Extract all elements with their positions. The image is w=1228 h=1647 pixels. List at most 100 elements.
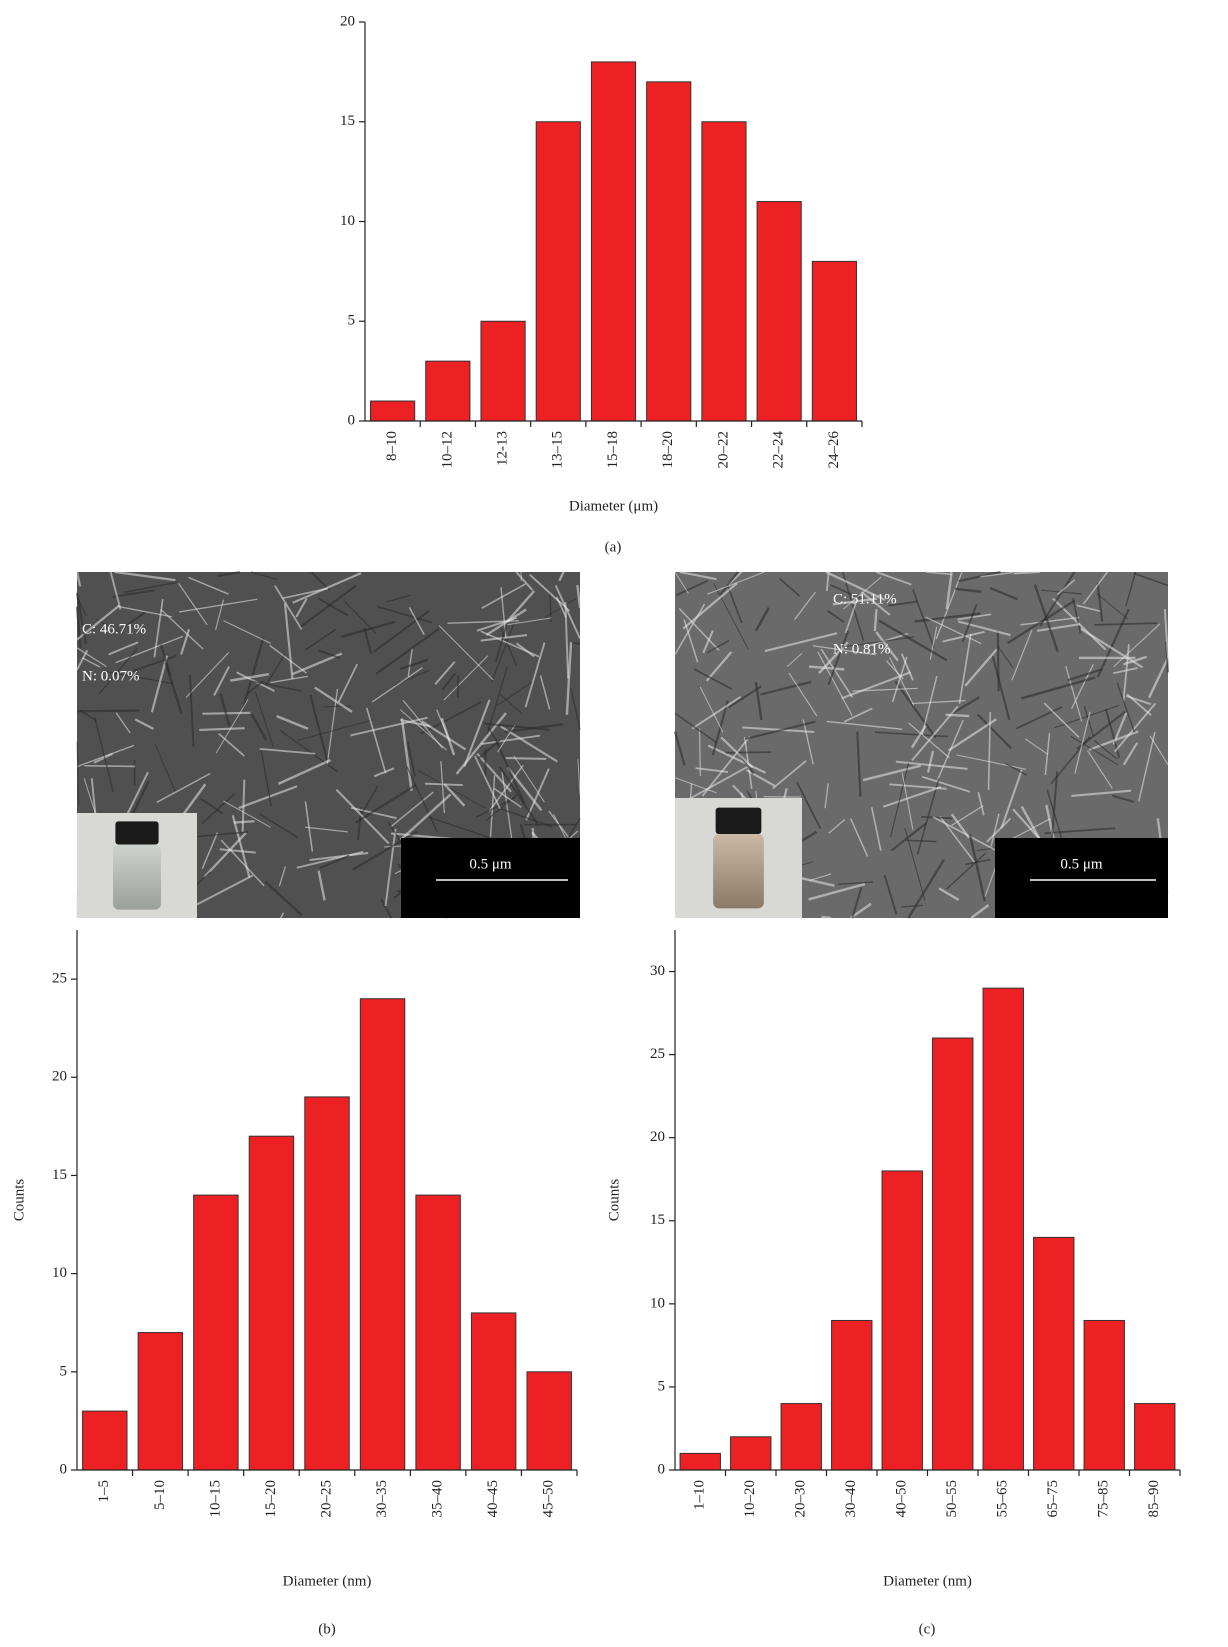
x-tick-label: 15–20 [263, 1480, 279, 1518]
x-tick-label: 30–35 [374, 1480, 390, 1518]
bar [591, 62, 635, 421]
y-tick-label: 10 [340, 213, 355, 229]
composition-label: C: 51.11% [833, 591, 897, 607]
x-tick-label: 45–50 [541, 1480, 557, 1518]
scale-label: 0.5 μm [1060, 856, 1103, 872]
x-tick-label: 8–10 [384, 431, 400, 461]
bar [305, 1097, 349, 1470]
x-tick-label: 18–20 [660, 431, 676, 469]
bar [1034, 1237, 1074, 1470]
x-tick-label: 75–85 [1096, 1480, 1112, 1518]
composition-label: C: 46.71% [82, 621, 146, 637]
fiber [726, 752, 772, 753]
y-tick-label: 5 [658, 1378, 666, 1394]
x-tick-label: 50–55 [944, 1480, 960, 1518]
scale-box [401, 838, 580, 918]
x-tick-label: 15–18 [605, 431, 621, 469]
fiber [84, 766, 135, 767]
panel-caption: (a) [605, 539, 622, 555]
x-tick-label: 12-13 [494, 431, 510, 466]
fiber [764, 797, 801, 798]
bar [983, 988, 1023, 1470]
bar [83, 1411, 127, 1470]
x-tick-label: 24–26 [826, 431, 842, 469]
x-tick-label: 85–90 [1146, 1480, 1162, 1518]
bar [416, 1195, 460, 1470]
scale-label: 0.5 μm [469, 856, 512, 872]
y-tick-label: 30 [650, 963, 665, 979]
x-tick-label: 20–22 [715, 431, 731, 469]
vial-cap [115, 821, 158, 844]
bar [647, 82, 691, 421]
fiber [1014, 572, 1040, 573]
x-tick-label: 13–15 [550, 431, 566, 469]
x-tick-label: 55–65 [995, 1480, 1011, 1518]
y-tick-label: 10 [650, 1295, 665, 1311]
vial-body [113, 845, 161, 910]
bar [481, 321, 525, 421]
x-axis-label: Diameter (nm) [283, 1573, 372, 1589]
bar [933, 1038, 973, 1470]
x-tick-label: 10–12 [439, 431, 455, 469]
vial-body [713, 834, 764, 908]
bar [371, 401, 415, 421]
scale-box [995, 838, 1168, 918]
x-tick-label: 20–25 [318, 1480, 334, 1518]
composition-label: N: 0.07% [82, 668, 140, 684]
x-tick-label: 30–40 [843, 1480, 859, 1518]
y-tick-label: 15 [52, 1167, 67, 1183]
composition-label: N: 0.81% [833, 641, 891, 657]
y-axis-label: Counts [11, 1179, 27, 1222]
y-tick-label: 15 [340, 113, 355, 129]
bar [194, 1195, 238, 1470]
bar [1135, 1404, 1175, 1470]
x-tick-label: 65–75 [1045, 1480, 1061, 1518]
y-axis-label: Counts [606, 1179, 622, 1222]
bar [527, 1372, 571, 1470]
micrograph: 0.5 μm C: 46.71% N: 0.07% [77, 572, 580, 918]
x-tick-label: 40–50 [894, 1480, 910, 1518]
y-tick-label: 0 [658, 1461, 666, 1477]
bar [1084, 1320, 1124, 1470]
figure: 0.5 μm C: 46.71% N: 0.07% 0.5 μm C: 51.11% N… [0, 0, 1228, 1647]
bar [757, 202, 801, 421]
x-tick-label: 5–10 [152, 1480, 168, 1510]
panel-caption: (c) [919, 1621, 936, 1637]
y-tick-label: 20 [650, 1129, 665, 1145]
y-tick-label: 5 [348, 313, 356, 329]
fiber [506, 758, 547, 759]
x-tick-label: 1–10 [692, 1480, 708, 1510]
bar [731, 1437, 771, 1470]
fiber [77, 711, 140, 712]
x-axis-label: Diameter (μm) [569, 498, 658, 514]
bar [249, 1136, 293, 1470]
y-tick-label: 0 [60, 1461, 68, 1477]
x-tick-label: 35–40 [430, 1480, 446, 1518]
y-tick-label: 15 [650, 1212, 665, 1228]
bar [781, 1404, 821, 1470]
bar [832, 1320, 872, 1470]
fiber [234, 821, 255, 822]
panel-caption: (b) [318, 1621, 336, 1637]
x-axis-label: Diameter (nm) [883, 1573, 972, 1589]
y-tick-label: 25 [52, 971, 67, 987]
y-tick-label: 20 [340, 13, 355, 29]
x-tick-label: 1–5 [96, 1480, 112, 1503]
bar [536, 122, 580, 421]
micrograph: 0.5 μm C: 51.11% N: 0.81% [675, 572, 1168, 918]
y-tick-label: 10 [52, 1265, 67, 1281]
y-tick-label: 25 [650, 1046, 665, 1062]
vial-cap [716, 808, 762, 834]
y-tick-label: 5 [60, 1363, 68, 1379]
x-tick-label: 40–45 [485, 1480, 501, 1518]
bar [471, 1313, 515, 1470]
y-tick-label: 0 [348, 412, 356, 428]
bar [812, 261, 856, 421]
bar [702, 122, 746, 421]
bar [138, 1333, 182, 1470]
bar [680, 1453, 720, 1470]
bar [426, 361, 470, 421]
x-tick-label: 10–15 [207, 1480, 223, 1518]
fiber [822, 917, 832, 918]
x-tick-label: 20–30 [793, 1480, 809, 1518]
